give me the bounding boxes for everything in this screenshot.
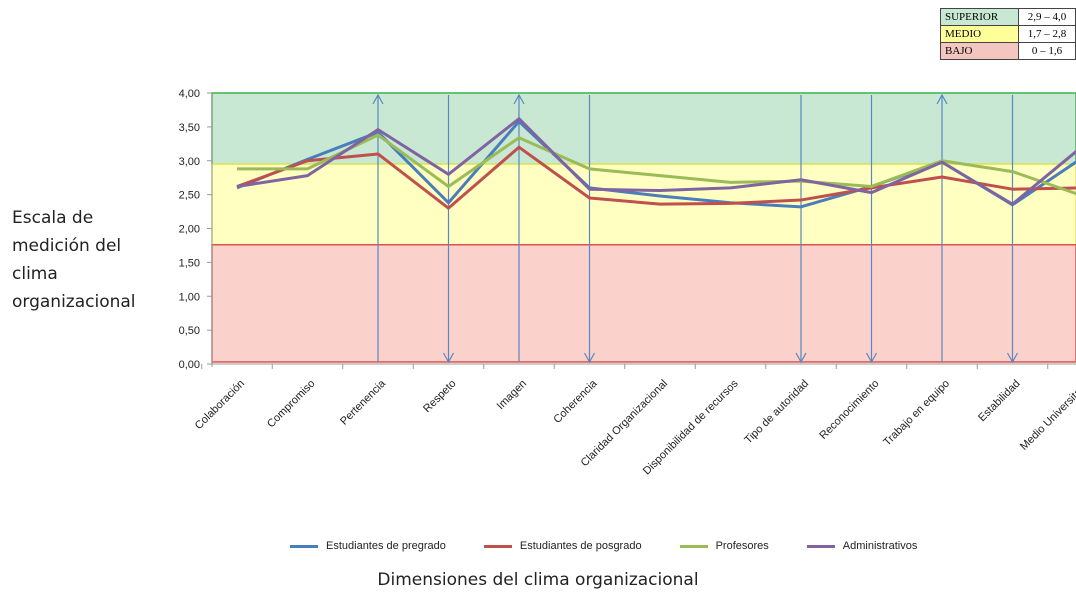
legend: Estudiantes de pregrado Estudiantes de p… <box>290 540 917 552</box>
x-axis-title: Dimensiones del clima organizacional <box>377 570 699 590</box>
legend-swatch <box>483 544 512 548</box>
legend-swatch <box>806 544 835 548</box>
x-tick-label: Estabilidad <box>976 378 1023 425</box>
legend-swatch <box>290 544 318 548</box>
legend-item: Estudiantes de posgrado <box>483 540 642 552</box>
band <box>211 163 1076 246</box>
scale-row-superior: SUPERIOR 2,9 – 4,0 <box>939 8 1076 26</box>
scale-row-bajo: BAJO 0 – 1,6 <box>939 42 1076 60</box>
scale-range: 1,7 – 2,8 <box>1018 25 1076 43</box>
x-tick-label: Pertenencia <box>338 377 389 428</box>
arrow-head <box>865 352 878 364</box>
y-axis-title-line: clima <box>12 264 58 284</box>
scale-row-medio: MEDIO 1,7 – 2,8 <box>939 25 1076 43</box>
legend-label: Profesores <box>715 540 769 552</box>
y-tick-label: 2,00 <box>179 224 200 236</box>
y-tick-label: 3,00 <box>179 156 200 168</box>
x-tick-label: Trabajo en equipo <box>881 378 952 449</box>
arrow-head <box>442 352 455 364</box>
y-tick-label: 3,50 <box>179 122 200 134</box>
x-tick-label: Tipo de autoridad <box>742 378 811 447</box>
series-line <box>236 117 1076 206</box>
scale-label: BAJO <box>939 42 1020 60</box>
legend-item: Profesores <box>679 540 769 552</box>
band <box>211 244 1076 363</box>
y-axis-title-line: medición del <box>12 236 122 256</box>
x-tick-label: Reconocimiento <box>817 378 881 442</box>
scale-label: SUPERIOR <box>939 8 1020 26</box>
x-tick-label: Coherencia <box>551 377 600 426</box>
y-axis-title-line: Escala de <box>12 208 94 228</box>
legend-item: Administrativos <box>806 540 918 552</box>
y-tick-label: 0,50 <box>179 325 200 337</box>
legend-label: Estudiantes de posgrado <box>519 540 642 552</box>
legend-label: Administrativos <box>842 540 918 552</box>
arrow-head <box>795 352 807 364</box>
y-tick-label: 0,00 <box>179 359 200 371</box>
y-tick-label: 2,50 <box>179 190 200 202</box>
legend-item: Estudiantes de pregrado <box>290 540 446 552</box>
scale-range: 0 – 1,6 <box>1018 42 1076 60</box>
arrow-head <box>372 93 384 105</box>
y-tick-label: 1,00 <box>179 291 200 303</box>
arrow-head <box>583 352 596 364</box>
x-tick-label: Imagen <box>495 378 529 412</box>
series-line <box>236 145 1076 210</box>
y-tick-label: 1,50 <box>179 257 200 269</box>
legend-swatch <box>679 544 708 548</box>
arrow-head <box>1006 352 1019 364</box>
y-axis-title-line: organizacional <box>12 292 136 312</box>
scale-legend-table: SUPERIOR 2,9 – 4,0 MEDIO 1,7 – 2,8 BAJO … <box>939 8 1076 60</box>
band <box>211 92 1076 165</box>
x-tick-label: Respeto <box>421 378 458 415</box>
x-tick-label: Compromiso <box>265 378 318 431</box>
scale-range: 2,9 – 4,0 <box>1018 8 1076 26</box>
legend-label: Estudiantes de pregrado <box>326 540 446 552</box>
x-tick-label: Colaboración <box>193 378 247 432</box>
arrow-head <box>513 93 525 105</box>
scale-label: MEDIO <box>939 25 1020 43</box>
y-tick-label: 4,00 <box>179 88 200 100</box>
arrow-head <box>936 93 948 105</box>
x-tick-label: Medio Universitario <box>1018 378 1076 453</box>
